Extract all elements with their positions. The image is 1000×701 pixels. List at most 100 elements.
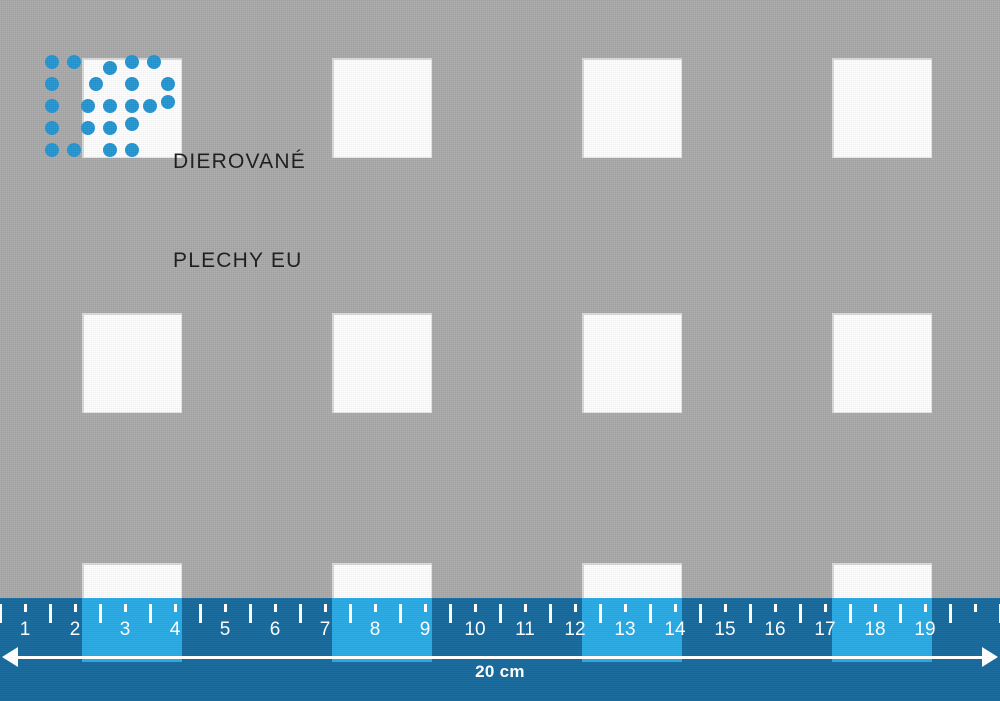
logo-dot-18-icon	[103, 121, 117, 135]
tick-minor	[574, 604, 577, 612]
hole-r2-c2	[332, 313, 432, 413]
logo-dot-1-icon	[45, 55, 59, 69]
hole-r2-c1	[82, 313, 182, 413]
highlight-band-3	[582, 598, 682, 662]
logo-dot-4-icon	[125, 55, 139, 69]
tick-minor	[674, 604, 677, 612]
logo-brand-line-1: DIEROVANÉ	[173, 150, 306, 173]
highlight-band-4	[832, 598, 932, 662]
ruler-number-14: 14	[664, 619, 686, 640]
tick-minor	[474, 604, 477, 612]
tick-minor	[874, 604, 877, 612]
ruler-number-12: 12	[564, 619, 586, 640]
tick-minor	[774, 604, 777, 612]
tick-minor	[924, 604, 927, 612]
hole-r2-c4	[832, 313, 932, 413]
tick-major	[449, 604, 452, 623]
tick-minor	[174, 604, 177, 612]
logo-brand-line-2: PLECHY EU	[173, 249, 303, 272]
ruler-number-13: 13	[614, 619, 636, 640]
tick-major	[299, 604, 302, 623]
highlight-band-2	[332, 598, 432, 662]
logo-dot-5-icon	[147, 55, 161, 69]
ruler-number-2: 2	[69, 619, 81, 640]
total-length-label: 20 cm	[475, 662, 525, 681]
logo-dot-19-icon	[125, 117, 139, 131]
ruler-number-18: 18	[864, 619, 886, 640]
arrow-left-icon	[2, 647, 18, 667]
tick-major	[399, 604, 402, 623]
tick-major	[349, 604, 352, 623]
logo-wordmark: DIEROVANÉ PLECHY EU	[173, 79, 306, 343]
ruler-number-19: 19	[914, 619, 936, 640]
tick-major	[0, 604, 2, 623]
tick-minor	[124, 604, 127, 612]
tick-minor	[274, 604, 277, 612]
ruler-number-3: 3	[119, 619, 131, 640]
tick-major	[49, 604, 52, 623]
logo-dot-9-icon	[161, 77, 175, 91]
logo-dot-8-icon	[125, 77, 139, 91]
ruler-number-1: 1	[19, 619, 31, 640]
tick-minor	[974, 604, 977, 612]
ruler-number-6: 6	[269, 619, 281, 640]
tick-minor	[24, 604, 27, 612]
tick-major	[949, 604, 952, 623]
logo-dot-6-icon	[45, 77, 59, 91]
tick-major	[849, 604, 852, 623]
arrow-right-icon	[982, 647, 998, 667]
ruler-number-10: 10	[464, 619, 486, 640]
logo-dot-21-icon	[67, 143, 81, 157]
tick-minor	[724, 604, 727, 612]
hole-r1-c4	[832, 58, 932, 158]
logo-dot-22-icon	[103, 143, 117, 157]
logo-dot-15-icon	[161, 95, 175, 109]
ruler-number-5: 5	[219, 619, 231, 640]
tick-major	[499, 604, 502, 623]
ruler-number-7: 7	[319, 619, 331, 640]
logo-dot-20-icon	[45, 143, 59, 157]
tick-major	[99, 604, 102, 623]
ruler-number-16: 16	[764, 619, 786, 640]
logo-dot-16-icon	[45, 121, 59, 135]
logo-dot-14-icon	[143, 99, 157, 113]
logo-dot-2-icon	[67, 55, 81, 69]
tick-major	[149, 604, 152, 623]
tick-major	[899, 604, 902, 623]
tick-minor	[324, 604, 327, 612]
tick-major	[549, 604, 552, 623]
ruler-number-8: 8	[369, 619, 381, 640]
logo-dot-3-icon	[103, 61, 117, 75]
hole-r1-c2	[332, 58, 432, 158]
tick-major	[799, 604, 802, 623]
tick-major	[749, 604, 752, 623]
tick-minor	[424, 604, 427, 612]
hole-r2-c3	[582, 313, 682, 413]
ruler-number-4: 4	[169, 619, 181, 640]
tick-major	[699, 604, 702, 623]
tick-minor	[624, 604, 627, 612]
tick-major	[249, 604, 252, 623]
ruler-number-11: 11	[515, 619, 535, 640]
logo-dot-10-icon	[45, 99, 59, 113]
logo-dot-13-icon	[125, 99, 139, 113]
logo-dot-11-icon	[81, 99, 95, 113]
measurement-line	[14, 656, 986, 659]
scale-ruler: 1 2 3 4 5 6 7 8 9 10 11 12 13 14 15 16 17 18 19 20 cm	[0, 598, 1000, 701]
tick-minor	[224, 604, 227, 612]
tick-minor	[374, 604, 377, 612]
brand-logo[interactable]: DIEROVANÉ PLECHY EU	[45, 55, 335, 272]
logo-dot-12-icon	[103, 99, 117, 113]
tick-major	[649, 604, 652, 623]
ruler-number-9: 9	[419, 619, 431, 640]
tick-minor	[524, 604, 527, 612]
ruler-number-17: 17	[814, 619, 836, 640]
ruler-number-15: 15	[714, 619, 736, 640]
tick-minor	[74, 604, 77, 612]
tick-major	[199, 604, 202, 623]
highlight-band-1	[82, 598, 182, 662]
perforated-plate: DIEROVANÉ PLECHY EU	[0, 0, 1000, 663]
hole-r1-c3	[582, 58, 682, 158]
logo-dot-17-icon	[81, 121, 95, 135]
